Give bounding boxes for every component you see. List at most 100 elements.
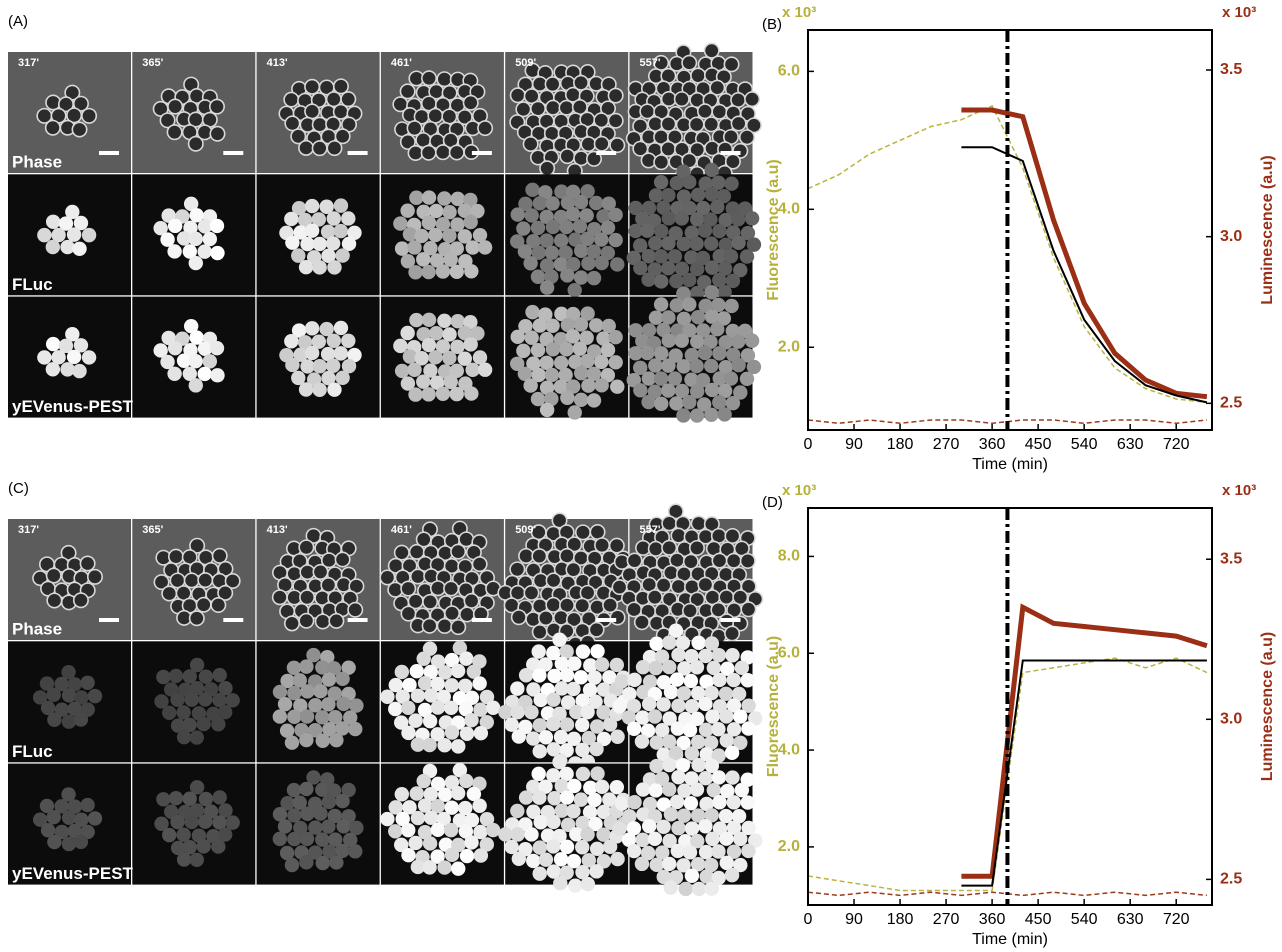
- cell: [504, 717, 519, 732]
- cell: [525, 304, 540, 320]
- y2-axis-label: Luminescence (a.u): [1259, 155, 1276, 304]
- cell: [676, 189, 692, 204]
- cell: [539, 258, 555, 273]
- cell: [532, 196, 548, 211]
- cell: [668, 348, 683, 363]
- series-line: [961, 603, 1208, 879]
- cell: [156, 669, 171, 685]
- cell: [661, 236, 676, 251]
- cell: [479, 689, 495, 705]
- cell: [726, 672, 741, 688]
- cell: [72, 241, 87, 256]
- cell: [667, 371, 683, 386]
- cell: [47, 834, 62, 850]
- cell: [641, 249, 657, 264]
- cell: [388, 677, 403, 693]
- cell: [285, 357, 300, 373]
- cell: [572, 341, 588, 356]
- cell: [554, 656, 569, 671]
- cell: [526, 804, 541, 819]
- cell: [669, 396, 684, 411]
- cell: [218, 827, 233, 842]
- cell: [45, 239, 61, 255]
- x-tick-label: 0: [804, 436, 813, 453]
- cell: [628, 346, 643, 361]
- cell: [300, 684, 315, 699]
- cell: [677, 783, 692, 798]
- cell: [313, 806, 328, 821]
- cell: [560, 317, 576, 333]
- cell: [690, 384, 705, 399]
- cell: [711, 647, 727, 663]
- cell: [197, 572, 214, 589]
- x-tick-label: 540: [1071, 436, 1098, 453]
- cell: [277, 696, 293, 712]
- cell: [626, 843, 642, 859]
- cell: [212, 815, 227, 830]
- cell: [284, 857, 300, 873]
- cell: [682, 722, 698, 738]
- cell: [573, 392, 589, 408]
- cell: [745, 117, 762, 134]
- cell: [690, 808, 706, 823]
- cell: [450, 191, 465, 207]
- cell: [662, 856, 677, 872]
- time-label: 317': [18, 524, 39, 536]
- cell: [422, 836, 438, 851]
- cell: [726, 844, 742, 859]
- cell: [725, 770, 740, 785]
- cell: [473, 725, 489, 741]
- cell: [717, 407, 732, 422]
- cell: [668, 745, 684, 761]
- cell: [740, 348, 756, 363]
- cell: [184, 692, 199, 707]
- cell: [212, 790, 227, 805]
- series-line: [961, 659, 1207, 887]
- cell: [518, 668, 534, 683]
- cell: [277, 819, 293, 834]
- cell: [674, 261, 690, 276]
- cell: [328, 710, 343, 725]
- cell: [65, 204, 80, 220]
- row-label: FLuc: [12, 742, 53, 761]
- cell: [580, 827, 595, 842]
- cell: [320, 576, 337, 593]
- cell: [74, 812, 89, 827]
- cell: [450, 543, 467, 560]
- cell: [609, 657, 625, 673]
- cell: [567, 778, 582, 794]
- cell: [730, 212, 746, 227]
- cell: [44, 119, 61, 136]
- cell: [45, 567, 62, 584]
- cell: [726, 795, 741, 810]
- scale-bar: [223, 151, 244, 155]
- cell: [635, 782, 651, 797]
- cell: [690, 515, 707, 532]
- cell: [712, 223, 727, 239]
- cell: [682, 272, 697, 288]
- cell: [73, 712, 89, 727]
- cell: [720, 661, 735, 676]
- cell: [523, 256, 538, 271]
- cell: [559, 148, 576, 165]
- cell: [312, 382, 327, 397]
- cell: [633, 614, 650, 631]
- cell: [464, 690, 480, 705]
- cell: [312, 260, 327, 275]
- cell: [589, 841, 605, 856]
- cell: [710, 322, 725, 337]
- cell: [458, 800, 473, 816]
- cell: [695, 250, 711, 266]
- cell: [198, 791, 214, 807]
- cell: [341, 660, 356, 675]
- cell: [544, 76, 561, 93]
- cell: [539, 380, 555, 395]
- scale-bar: [720, 151, 741, 155]
- cell: [518, 318, 533, 334]
- cell: [72, 95, 89, 112]
- cell: [704, 162, 719, 178]
- cell: [279, 845, 295, 861]
- cell: [641, 696, 657, 712]
- cell: [706, 660, 722, 676]
- cell: [182, 366, 198, 382]
